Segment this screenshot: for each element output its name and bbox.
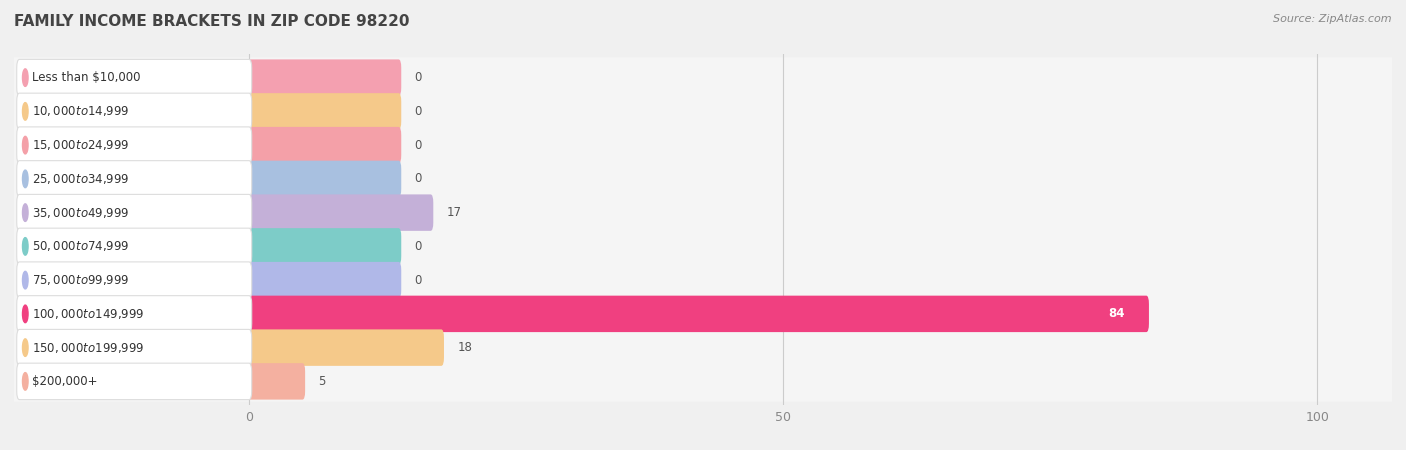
FancyBboxPatch shape: [17, 93, 252, 130]
FancyBboxPatch shape: [246, 161, 401, 197]
FancyBboxPatch shape: [246, 296, 1149, 332]
FancyBboxPatch shape: [17, 59, 252, 96]
Text: 0: 0: [415, 172, 422, 185]
Text: Source: ZipAtlas.com: Source: ZipAtlas.com: [1274, 14, 1392, 23]
Circle shape: [22, 69, 28, 86]
Circle shape: [22, 204, 28, 221]
FancyBboxPatch shape: [13, 226, 1393, 266]
FancyBboxPatch shape: [246, 59, 401, 96]
FancyBboxPatch shape: [17, 363, 252, 400]
Text: $50,000 to $74,999: $50,000 to $74,999: [32, 239, 129, 253]
FancyBboxPatch shape: [13, 361, 1393, 401]
FancyBboxPatch shape: [246, 329, 444, 366]
Circle shape: [22, 339, 28, 356]
Circle shape: [22, 271, 28, 289]
FancyBboxPatch shape: [13, 57, 1393, 98]
FancyBboxPatch shape: [246, 127, 401, 163]
Circle shape: [22, 305, 28, 323]
FancyBboxPatch shape: [13, 125, 1393, 166]
FancyBboxPatch shape: [13, 158, 1393, 199]
FancyBboxPatch shape: [17, 329, 252, 366]
Text: 0: 0: [415, 71, 422, 84]
FancyBboxPatch shape: [17, 262, 252, 298]
Circle shape: [22, 238, 28, 255]
Text: $35,000 to $49,999: $35,000 to $49,999: [32, 206, 129, 220]
FancyBboxPatch shape: [17, 296, 252, 332]
FancyBboxPatch shape: [13, 192, 1393, 233]
Text: $200,000+: $200,000+: [32, 375, 97, 388]
Text: 17: 17: [447, 206, 461, 219]
FancyBboxPatch shape: [246, 194, 433, 231]
Text: 5: 5: [319, 375, 326, 388]
Text: 18: 18: [457, 341, 472, 354]
FancyBboxPatch shape: [17, 161, 252, 197]
Text: $15,000 to $24,999: $15,000 to $24,999: [32, 138, 129, 152]
Circle shape: [22, 170, 28, 188]
FancyBboxPatch shape: [17, 228, 252, 265]
Text: $10,000 to $14,999: $10,000 to $14,999: [32, 104, 129, 118]
FancyBboxPatch shape: [17, 194, 252, 231]
Text: 0: 0: [415, 274, 422, 287]
FancyBboxPatch shape: [13, 260, 1393, 301]
Text: $25,000 to $34,999: $25,000 to $34,999: [32, 172, 129, 186]
Circle shape: [22, 136, 28, 154]
Text: $100,000 to $149,999: $100,000 to $149,999: [32, 307, 143, 321]
FancyBboxPatch shape: [13, 327, 1393, 368]
FancyBboxPatch shape: [246, 262, 401, 298]
Text: $150,000 to $199,999: $150,000 to $199,999: [32, 341, 143, 355]
Circle shape: [22, 103, 28, 120]
Circle shape: [22, 373, 28, 390]
Text: FAMILY INCOME BRACKETS IN ZIP CODE 98220: FAMILY INCOME BRACKETS IN ZIP CODE 98220: [14, 14, 409, 28]
Text: $75,000 to $99,999: $75,000 to $99,999: [32, 273, 129, 287]
FancyBboxPatch shape: [13, 91, 1393, 131]
Text: 0: 0: [415, 240, 422, 253]
Text: Less than $10,000: Less than $10,000: [32, 71, 141, 84]
FancyBboxPatch shape: [13, 293, 1393, 334]
FancyBboxPatch shape: [246, 363, 305, 400]
FancyBboxPatch shape: [17, 127, 252, 163]
Text: 84: 84: [1108, 307, 1125, 320]
FancyBboxPatch shape: [246, 93, 401, 130]
Text: 0: 0: [415, 139, 422, 152]
FancyBboxPatch shape: [246, 228, 401, 265]
Text: 0: 0: [415, 105, 422, 118]
